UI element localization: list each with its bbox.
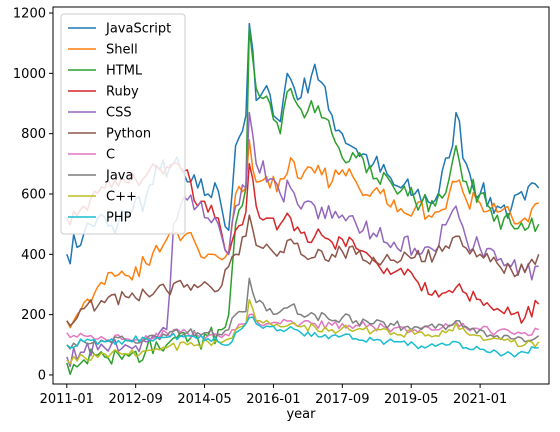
y-tick-label: 200 — [21, 308, 46, 323]
y-tick-label: 0 — [38, 368, 46, 383]
x-tick-label: 2019-05 — [384, 392, 438, 407]
legend-entry-label: PHP — [106, 211, 132, 226]
series-line-shell — [66, 138, 539, 329]
y-tick-label: 400 — [21, 248, 46, 263]
y-tick-label: 600 — [21, 187, 46, 202]
legend-entry-label: C — [106, 148, 115, 163]
legend-entry-label: C++ — [106, 190, 137, 205]
y-axis: 0 200 400 600 800 1000 1200 — [13, 7, 53, 383]
legend-entry-label: Java — [105, 169, 133, 184]
series-line-html — [66, 27, 540, 376]
legend: JavaScript Shell HTML Ruby CSS Python C Java C++… — [60, 13, 186, 235]
legend-entry-label: Ruby — [106, 85, 139, 100]
legend-entry-label: HTML — [106, 64, 143, 79]
x-tick-label: 2011-01 — [40, 392, 94, 407]
series-line-python — [66, 214, 540, 327]
series-line-php — [66, 316, 539, 358]
x-tick-label: 2014-05 — [177, 392, 231, 407]
x-tick-label: 2017-09 — [315, 392, 369, 407]
x-tick-label: 2021-01 — [453, 392, 507, 407]
x-tick-label: 2016-01 — [246, 392, 300, 407]
y-tick-label: 800 — [21, 127, 46, 142]
legend-entry-label: Python — [106, 127, 151, 142]
series-line-c — [66, 313, 539, 343]
x-tick-label: 2012-09 — [109, 392, 163, 407]
series-layer — [66, 22, 540, 376]
legend-box — [60, 13, 186, 235]
y-tick-label: 1000 — [13, 67, 46, 82]
series-line-css — [66, 111, 539, 368]
plot-frame — [52, 6, 550, 385]
x-axis: 2011-01 2012-09 2014-05 2016-01 2017-09 2019-… — [40, 384, 507, 407]
legend-entry-label: CSS — [106, 106, 132, 121]
x-axis-title: year — [286, 407, 316, 422]
y-tick-label: 1200 — [13, 7, 46, 22]
series-line-cpp — [66, 298, 540, 365]
legend-entry-label: JavaScript — [105, 22, 171, 37]
legend-entry-label: Shell — [106, 43, 138, 58]
